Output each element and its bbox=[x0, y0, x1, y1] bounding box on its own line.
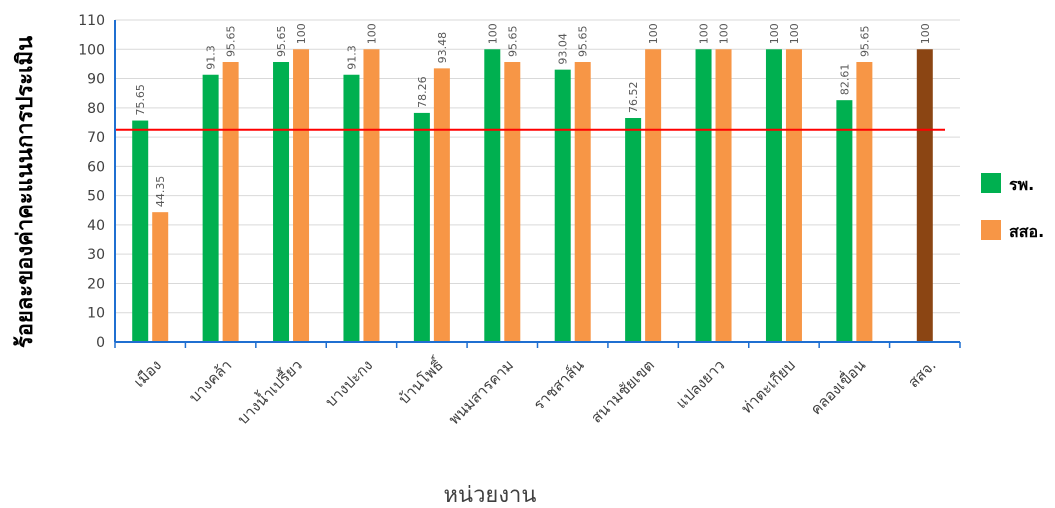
bar-sso bbox=[715, 49, 732, 342]
x-tick-label: สสจ. bbox=[904, 356, 939, 391]
bar-rp bbox=[273, 62, 290, 343]
gridlines bbox=[115, 19, 960, 314]
y-tick-label: 70 bbox=[87, 130, 105, 146]
data-label: 76.52 bbox=[627, 82, 640, 114]
x-tick-label: สนามชัยเขต bbox=[587, 356, 658, 427]
y-axis-title: ร้อยละของค่าคะแนนการประเมิน bbox=[13, 36, 38, 348]
legend: รพ. สสอ. bbox=[981, 173, 1044, 241]
bar-rp bbox=[132, 120, 149, 342]
data-label: 95.65 bbox=[275, 26, 288, 58]
bar-rp bbox=[695, 49, 712, 342]
legend-swatch-rp bbox=[981, 173, 1001, 193]
data-label: 100 bbox=[788, 23, 801, 44]
bar-ssj bbox=[916, 49, 933, 342]
y-tick-label: 100 bbox=[78, 42, 105, 58]
y-tick-label: 0 bbox=[96, 335, 105, 351]
data-label: 95.65 bbox=[225, 26, 238, 58]
data-label: 100 bbox=[647, 23, 660, 44]
x-tick-label: พนมสารคาม bbox=[445, 356, 517, 428]
legend-swatch-sso bbox=[981, 220, 1001, 240]
bar-rp bbox=[202, 74, 219, 343]
y-tick-label: 60 bbox=[87, 159, 105, 175]
data-label: 100 bbox=[486, 23, 499, 44]
data-label: 75.65 bbox=[134, 84, 147, 116]
data-label: 95.65 bbox=[506, 26, 519, 58]
x-tick-label: แปลงยาว bbox=[672, 356, 728, 412]
bar-rp bbox=[836, 100, 853, 342]
data-label: 78.26 bbox=[416, 76, 429, 108]
x-tick-label: ราชสาส์น bbox=[530, 356, 588, 414]
data-label: 100 bbox=[295, 23, 308, 44]
bar-sso bbox=[504, 62, 521, 343]
data-label: 93.48 bbox=[436, 32, 449, 64]
data-label: 100 bbox=[365, 23, 378, 44]
data-label: 91.3 bbox=[345, 45, 358, 70]
bar-rp bbox=[765, 49, 782, 342]
bar-rp bbox=[554, 69, 571, 342]
bar-rp bbox=[343, 74, 360, 343]
data-label: 100 bbox=[698, 23, 711, 44]
bar-sso bbox=[785, 49, 802, 342]
bar-sso bbox=[856, 62, 873, 343]
x-tick-label: บางปะกง bbox=[322, 356, 377, 411]
x-axis-title: หน่วยงาน bbox=[444, 483, 537, 508]
data-labels: 75.65 44.35 91.3 95.65 95.65 100 91.3 100 78.26 9… bbox=[134, 23, 932, 207]
bar-rp bbox=[413, 112, 430, 342]
bar-sso bbox=[152, 212, 169, 342]
data-label: 95.65 bbox=[577, 26, 590, 58]
bar-sso bbox=[645, 49, 662, 342]
y-tick-label: 50 bbox=[87, 189, 105, 205]
bar-sso bbox=[574, 62, 591, 343]
data-label: 100 bbox=[718, 23, 731, 44]
x-tick-label: บางคล้า bbox=[185, 356, 235, 406]
legend-label-sso: สสอ. bbox=[1009, 222, 1044, 241]
y-tick-label: 30 bbox=[87, 247, 105, 263]
x-tick-label: บ้านโพธิ์ bbox=[393, 353, 448, 408]
y-tick-label: 10 bbox=[87, 306, 105, 322]
y-tick-label: 110 bbox=[78, 13, 105, 29]
data-label: 100 bbox=[768, 23, 781, 44]
x-tick-label: ท่าตะเกียบ bbox=[738, 356, 799, 417]
bars bbox=[115, 49, 945, 343]
bar-sso bbox=[433, 68, 450, 342]
data-label: 82.61 bbox=[838, 64, 851, 96]
y-tick-label: 20 bbox=[87, 276, 105, 292]
y-tick-label: 80 bbox=[87, 101, 105, 117]
data-label: 93.04 bbox=[557, 33, 570, 65]
y-tick-label: 90 bbox=[87, 72, 105, 88]
data-label: 95.65 bbox=[858, 26, 871, 58]
bar-rp bbox=[625, 118, 642, 342]
bar-sso bbox=[363, 49, 380, 342]
y-tick-label: 40 bbox=[87, 218, 105, 234]
legend-label-rp: รพ. bbox=[1009, 175, 1034, 194]
data-label: 100 bbox=[919, 23, 932, 44]
data-label: 44.35 bbox=[154, 176, 167, 208]
x-tick-label: คลองเขื่อน bbox=[805, 355, 869, 419]
x-tick-label: เมือง bbox=[130, 356, 165, 391]
bar-sso bbox=[222, 62, 239, 343]
bar-rp bbox=[484, 49, 501, 342]
data-label: 91.3 bbox=[205, 45, 218, 70]
bar-sso bbox=[293, 49, 310, 342]
x-tick-label: บางน้ำเปรี้ยว bbox=[232, 355, 305, 428]
